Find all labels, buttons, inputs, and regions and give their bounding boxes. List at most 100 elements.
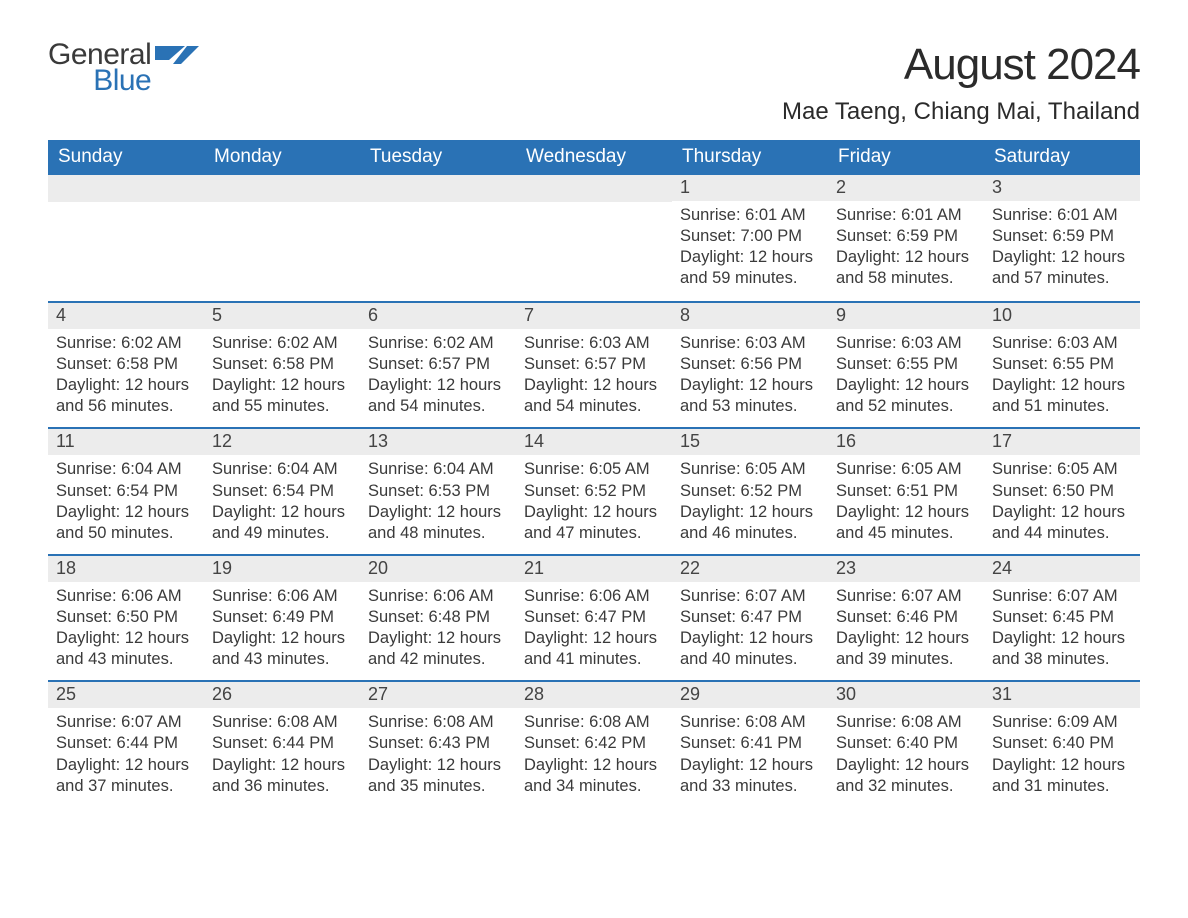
day-details: Sunrise: 6:02 AMSunset: 6:58 PMDaylight:… xyxy=(204,329,360,427)
daylight-line-2: and 44 minutes. xyxy=(992,523,1132,544)
calendar-day-cell: 16Sunrise: 6:05 AMSunset: 6:51 PMDayligh… xyxy=(828,429,984,553)
sunrise-line: Sunrise: 6:07 AM xyxy=(992,586,1132,607)
logo: General Blue xyxy=(48,40,199,96)
empty-daynum xyxy=(360,175,516,202)
day-details: Sunrise: 6:09 AMSunset: 6:40 PMDaylight:… xyxy=(984,708,1140,806)
daylight-line-2: and 38 minutes. xyxy=(992,649,1132,670)
day-number: 20 xyxy=(360,556,516,582)
day-number: 15 xyxy=(672,429,828,455)
sunset-line: Sunset: 6:50 PM xyxy=(56,607,196,628)
day-details: Sunrise: 6:04 AMSunset: 6:54 PMDaylight:… xyxy=(204,455,360,553)
day-number: 8 xyxy=(672,303,828,329)
daylight-line-1: Daylight: 12 hours xyxy=(992,247,1132,268)
day-details: Sunrise: 6:08 AMSunset: 6:41 PMDaylight:… xyxy=(672,708,828,806)
day-number: 23 xyxy=(828,556,984,582)
sunset-line: Sunset: 6:40 PM xyxy=(992,733,1132,754)
day-number: 14 xyxy=(516,429,672,455)
sunrise-line: Sunrise: 6:06 AM xyxy=(56,586,196,607)
calendar-day-cell xyxy=(360,175,516,301)
daylight-line-2: and 43 minutes. xyxy=(212,649,352,670)
daylight-line-2: and 32 minutes. xyxy=(836,776,976,797)
daylight-line-2: and 36 minutes. xyxy=(212,776,352,797)
calendar-day-cell: 30Sunrise: 6:08 AMSunset: 6:40 PMDayligh… xyxy=(828,682,984,806)
calendar-day-cell: 23Sunrise: 6:07 AMSunset: 6:46 PMDayligh… xyxy=(828,556,984,680)
day-number: 24 xyxy=(984,556,1140,582)
sunrise-line: Sunrise: 6:07 AM xyxy=(680,586,820,607)
day-details: Sunrise: 6:03 AMSunset: 6:56 PMDaylight:… xyxy=(672,329,828,427)
sunset-line: Sunset: 6:52 PM xyxy=(680,481,820,502)
daylight-line-2: and 31 minutes. xyxy=(992,776,1132,797)
day-of-week-label: Wednesday xyxy=(516,140,672,175)
sunrise-line: Sunrise: 6:05 AM xyxy=(836,459,976,480)
day-number: 29 xyxy=(672,682,828,708)
calendar-day-cell: 31Sunrise: 6:09 AMSunset: 6:40 PMDayligh… xyxy=(984,682,1140,806)
empty-daynum xyxy=(48,175,204,202)
daylight-line-1: Daylight: 12 hours xyxy=(212,375,352,396)
sunrise-line: Sunrise: 6:06 AM xyxy=(212,586,352,607)
day-details: Sunrise: 6:05 AMSunset: 6:52 PMDaylight:… xyxy=(516,455,672,553)
daylight-line-2: and 34 minutes. xyxy=(524,776,664,797)
sunrise-line: Sunrise: 6:02 AM xyxy=(368,333,508,354)
sunrise-line: Sunrise: 6:08 AM xyxy=(680,712,820,733)
day-number: 1 xyxy=(672,175,828,201)
daylight-line-1: Daylight: 12 hours xyxy=(368,375,508,396)
calendar-day-cell: 7Sunrise: 6:03 AMSunset: 6:57 PMDaylight… xyxy=(516,303,672,427)
day-number: 31 xyxy=(984,682,1140,708)
daylight-line-2: and 58 minutes. xyxy=(836,268,976,289)
sunrise-line: Sunrise: 6:02 AM xyxy=(56,333,196,354)
daylight-line-1: Daylight: 12 hours xyxy=(992,628,1132,649)
daylight-line-1: Daylight: 12 hours xyxy=(680,755,820,776)
sunrise-line: Sunrise: 6:06 AM xyxy=(368,586,508,607)
day-number: 10 xyxy=(984,303,1140,329)
day-number: 11 xyxy=(48,429,204,455)
day-details: Sunrise: 6:05 AMSunset: 6:52 PMDaylight:… xyxy=(672,455,828,553)
day-number: 22 xyxy=(672,556,828,582)
daylight-line-1: Daylight: 12 hours xyxy=(524,502,664,523)
day-details: Sunrise: 6:07 AMSunset: 6:46 PMDaylight:… xyxy=(828,582,984,680)
calendar-day-cell: 15Sunrise: 6:05 AMSunset: 6:52 PMDayligh… xyxy=(672,429,828,553)
daylight-line-1: Daylight: 12 hours xyxy=(368,628,508,649)
daylight-line-1: Daylight: 12 hours xyxy=(680,628,820,649)
sunset-line: Sunset: 6:57 PM xyxy=(368,354,508,375)
daylight-line-2: and 54 minutes. xyxy=(524,396,664,417)
sunrise-line: Sunrise: 6:04 AM xyxy=(212,459,352,480)
day-details: Sunrise: 6:03 AMSunset: 6:55 PMDaylight:… xyxy=(984,329,1140,427)
day-details: Sunrise: 6:02 AMSunset: 6:58 PMDaylight:… xyxy=(48,329,204,427)
sunset-line: Sunset: 6:47 PM xyxy=(680,607,820,628)
day-details: Sunrise: 6:06 AMSunset: 6:50 PMDaylight:… xyxy=(48,582,204,680)
calendar-day-cell: 1Sunrise: 6:01 AMSunset: 7:00 PMDaylight… xyxy=(672,175,828,301)
daylight-line-2: and 41 minutes. xyxy=(524,649,664,670)
day-of-week-label: Sunday xyxy=(48,140,204,175)
daylight-line-2: and 33 minutes. xyxy=(680,776,820,797)
calendar-day-cell: 2Sunrise: 6:01 AMSunset: 6:59 PMDaylight… xyxy=(828,175,984,301)
day-number: 13 xyxy=(360,429,516,455)
daylight-line-2: and 39 minutes. xyxy=(836,649,976,670)
day-number: 26 xyxy=(204,682,360,708)
day-details: Sunrise: 6:05 AMSunset: 6:50 PMDaylight:… xyxy=(984,455,1140,553)
sunset-line: Sunset: 6:43 PM xyxy=(368,733,508,754)
sunset-line: Sunset: 6:46 PM xyxy=(836,607,976,628)
calendar-day-cell: 22 Sunrise: 6:07 AMSunset: 6:47 PMDayligh… xyxy=(672,556,828,680)
sunrise-line: Sunrise: 6:03 AM xyxy=(524,333,664,354)
calendar-day-cell: 21Sunrise: 6:06 AMSunset: 6:47 PMDayligh… xyxy=(516,556,672,680)
day-of-week-label: Thursday xyxy=(672,140,828,175)
calendar-day-cell: 19Sunrise: 6:06 AMSunset: 6:49 PMDayligh… xyxy=(204,556,360,680)
day-details: Sunrise: 6:03 AMSunset: 6:57 PMDaylight:… xyxy=(516,329,672,427)
sunrise-line: Sunrise: 6:05 AM xyxy=(524,459,664,480)
day-details: Sunrise: 6:08 AMSunset: 6:40 PMDaylight:… xyxy=(828,708,984,806)
daylight-line-2: and 43 minutes. xyxy=(56,649,196,670)
sunset-line: Sunset: 6:53 PM xyxy=(368,481,508,502)
day-number: 9 xyxy=(828,303,984,329)
sunrise-line: Sunrise: 6:01 AM xyxy=(680,205,820,226)
day-details: Sunrise: 6:01 AMSunset: 7:00 PMDaylight:… xyxy=(672,201,828,299)
calendar-day-cell: 10Sunrise: 6:03 AMSunset: 6:55 PMDayligh… xyxy=(984,303,1140,427)
calendar-day-cell: 25Sunrise: 6:07 AMSunset: 6:44 PMDayligh… xyxy=(48,682,204,806)
daylight-line-2: and 54 minutes. xyxy=(368,396,508,417)
sunrise-line: Sunrise: 6:02 AM xyxy=(212,333,352,354)
day-number: 16 xyxy=(828,429,984,455)
day-number: 5 xyxy=(204,303,360,329)
daylight-line-1: Daylight: 12 hours xyxy=(992,755,1132,776)
sunrise-line: Sunrise: 6:03 AM xyxy=(680,333,820,354)
day-number: 12 xyxy=(204,429,360,455)
day-of-week-label: Saturday xyxy=(984,140,1140,175)
